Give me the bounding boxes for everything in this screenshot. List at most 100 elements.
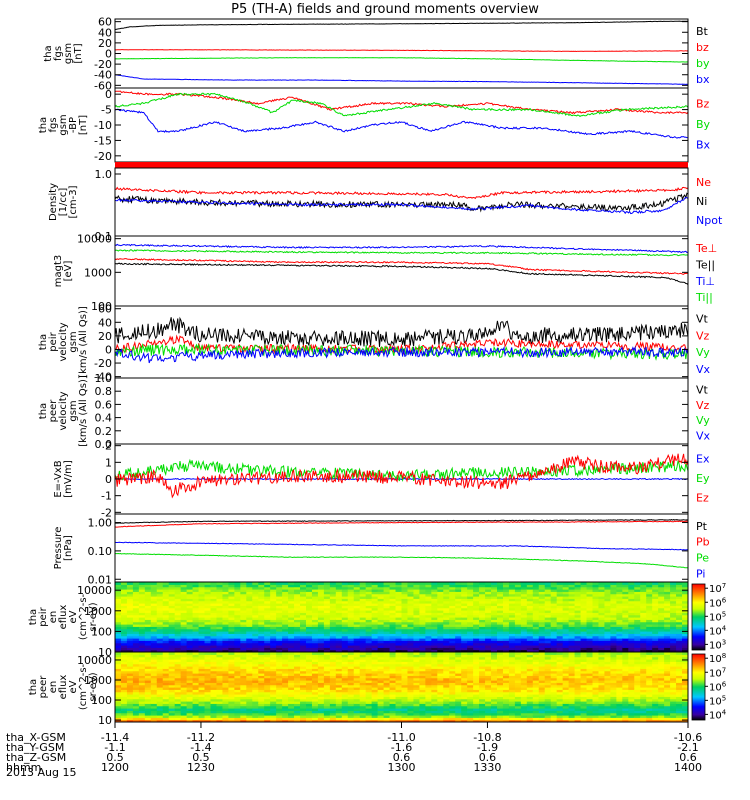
- y-axis-label: E=-VxB: [53, 460, 64, 497]
- y-axis-label: velocity: [58, 391, 69, 430]
- legend-entry: Ti||: [695, 291, 713, 304]
- y-axis-label: [nPa]: [63, 535, 74, 561]
- x-tick-value: -10.6: [674, 731, 702, 744]
- legend-entry: Vt: [696, 313, 709, 326]
- heatmap-peer-en-eflux: [115, 652, 688, 722]
- legend-entry: Vt: [696, 384, 709, 397]
- x-row-label: tha_Y-GSM: [6, 741, 64, 754]
- y-tick-label: 0: [105, 48, 112, 61]
- y-tick-label: 2: [105, 440, 112, 453]
- y-tick-label: 0.10: [88, 545, 113, 558]
- y-axis-label: tha: [28, 679, 39, 695]
- series-line-Vz: [115, 334, 688, 355]
- y-axis-label: [nT]: [73, 43, 84, 63]
- series-line-Ez: [115, 453, 688, 499]
- colorbar-tick: 105: [709, 610, 726, 623]
- legend-entry: Bt: [696, 25, 709, 38]
- colorbar-tick: 106: [709, 596, 727, 609]
- y-tick-label: 40: [98, 26, 112, 39]
- y-axis-label: [cm-3]: [68, 185, 79, 218]
- y-tick-label: 60: [98, 303, 112, 316]
- series-line-Ne: [115, 186, 688, 200]
- x-tick-value: 0.6: [393, 751, 411, 764]
- y-tick-label: 40: [98, 316, 112, 329]
- y-axis-label: gsm: [58, 114, 69, 135]
- legend-entry: by: [696, 57, 710, 70]
- series-line-Bt: [115, 20, 688, 31]
- y-axis-label: velocity: [58, 322, 69, 361]
- y-axis-label: eflux: [58, 675, 69, 700]
- y-axis-label: sr-eV): [88, 672, 99, 701]
- y-axis-label: peer: [48, 399, 59, 423]
- series-line-bx: [115, 74, 688, 85]
- legend-entry: Ni: [696, 195, 707, 208]
- y-axis-label: gsm: [63, 43, 74, 64]
- panel-frame: [114, 87, 689, 163]
- mode-band: [115, 162, 688, 168]
- x-tick-value: -1.9: [477, 741, 498, 754]
- x-tick-value: -1.4: [190, 741, 211, 754]
- y-tick-label: -20: [94, 357, 112, 370]
- date-label: 2013 Aug 15: [6, 766, 76, 779]
- y-axis-label: eV: [68, 610, 79, 623]
- y-tick-label: 10000: [77, 654, 112, 667]
- x-tick-value: 0.6: [679, 751, 697, 764]
- colorbar-peer-en-eflux: [691, 653, 706, 721]
- legend-entry: Vx: [696, 430, 711, 443]
- legend-entry: bz: [696, 41, 709, 54]
- heatmap-peir-en-eflux: [115, 582, 688, 652]
- series-line-Ex: [115, 477, 688, 481]
- x-tick-value: -2.1: [677, 741, 698, 754]
- figure-title: P5 (TH-A) fields and ground moments over…: [231, 2, 539, 17]
- legend-entry: Bz: [696, 97, 710, 110]
- x-tick-value: 1330: [473, 761, 501, 774]
- series-line-Ti⊥: [115, 243, 688, 254]
- y-tick-label: 1.00: [88, 517, 113, 530]
- series-line-Bz: [115, 90, 688, 115]
- series-line-By: [115, 92, 688, 118]
- y-axis-label: en: [48, 611, 59, 624]
- x-tick-value: -11.0: [387, 731, 415, 744]
- y-axis-label: magt3: [53, 255, 64, 288]
- x-tick-value: 1400: [674, 761, 702, 774]
- series-line-Pt: [115, 519, 688, 524]
- y-axis-label: (cm^2-s-: [78, 593, 89, 640]
- panel-frame: [114, 377, 689, 445]
- legend-entry: Vx: [696, 363, 711, 376]
- legend-entry: Te⊥: [695, 242, 717, 255]
- legend-entry: Te||: [695, 258, 715, 271]
- legend-entry: Ti⊥: [695, 275, 715, 288]
- series-layer-density: [115, 186, 688, 215]
- x-tick-value: 1300: [388, 761, 416, 774]
- legend-entry: Vy: [696, 346, 710, 359]
- y-tick-label: 0.8: [95, 385, 113, 398]
- y-tick-label: -2: [101, 506, 112, 519]
- y-tick-label: -20: [94, 58, 112, 71]
- panel-frame: [114, 18, 689, 89]
- colorbar-tick: 107: [709, 582, 726, 595]
- y-axis-label: Density: [48, 183, 59, 221]
- legend-entry: Vz: [696, 329, 710, 342]
- y-axis-label: peir: [48, 331, 59, 351]
- y-axis-label: eflux: [58, 605, 69, 630]
- series-layer-efield: [115, 453, 688, 499]
- y-axis-label: peer: [38, 675, 49, 699]
- y-tick-label: 10000: [77, 584, 112, 597]
- x-tick-value: -11.2: [187, 731, 215, 744]
- panel-efield: 2 1 0 -1 -2 E=-VxB [mV/m] Ex Ey Ez: [53, 440, 710, 520]
- y-axis-label: gsm: [68, 331, 79, 352]
- colorbar-tick: 104: [709, 624, 727, 637]
- colorbar-peir-en-eflux: [691, 583, 706, 651]
- x-tick-value: 1230: [187, 761, 215, 774]
- y-tick-label: 0.2: [95, 425, 113, 438]
- x-row-label: tha_Z-GSM: [6, 751, 66, 764]
- y-tick-label: -40: [94, 371, 112, 384]
- y-tick-label: 1000: [84, 605, 112, 618]
- series-line-Npot: [115, 196, 688, 215]
- colorbar-tick: 104: [709, 708, 727, 721]
- series-layer-magt3: [115, 243, 688, 285]
- y-axis-label: [km/s (All Qs)]: [78, 375, 89, 447]
